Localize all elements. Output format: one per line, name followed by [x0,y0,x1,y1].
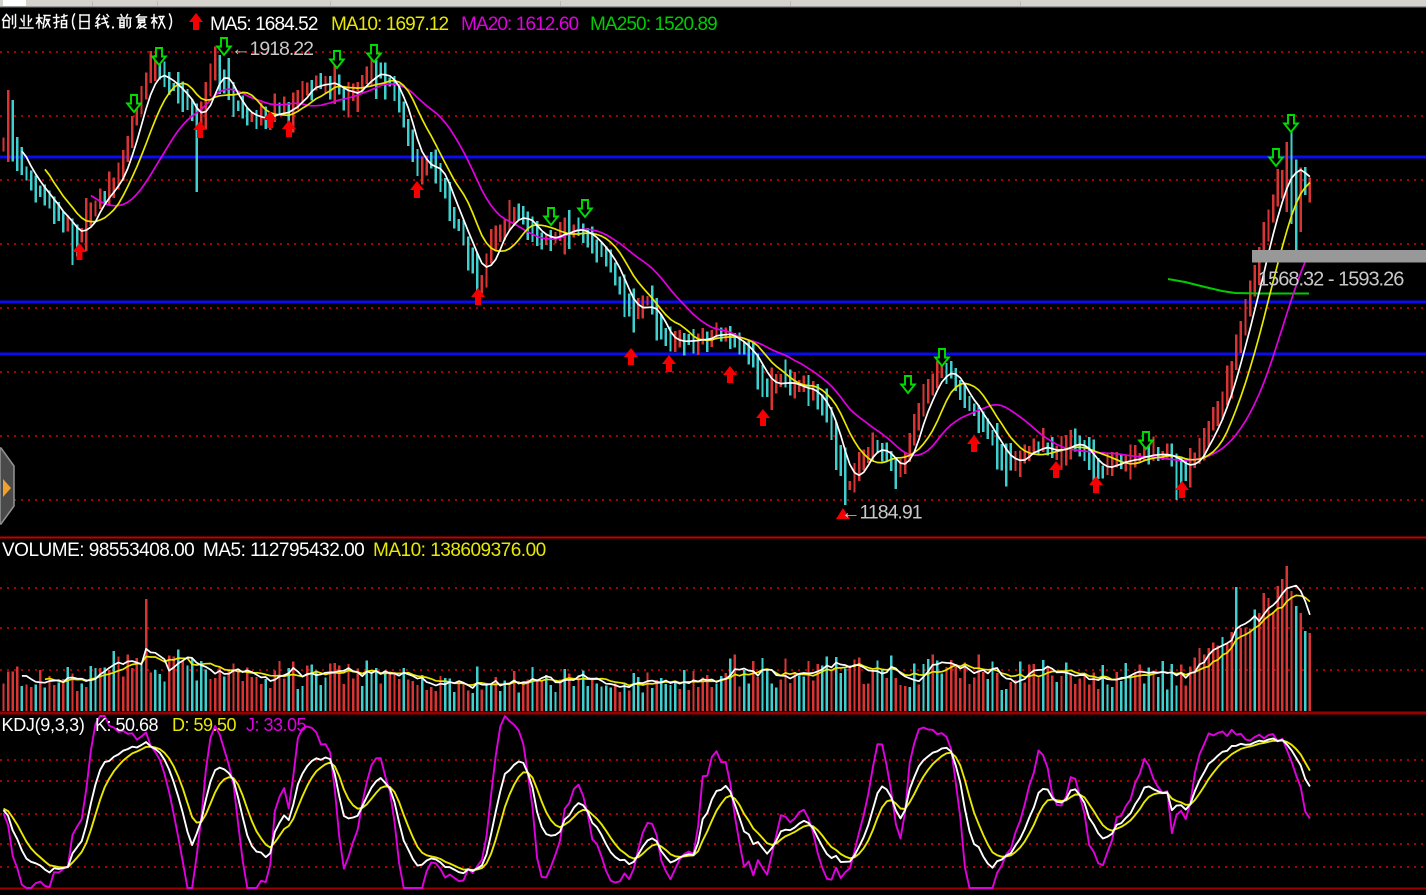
svg-text:D: 59.50: D: 59.50 [172,715,237,735]
svg-text:MA10: 138609376.00: MA10: 138609376.00 [373,540,546,561]
svg-text:J: 33.05: J: 33.05 [246,715,307,735]
svg-text:←1184.91: ←1184.91 [841,502,922,524]
svg-text:1568.32 - 1593.26: 1568.32 - 1593.26 [1258,269,1404,291]
svg-text:←1918.22: ←1918.22 [231,38,313,60]
svg-text:MA250: 1520.89: MA250: 1520.89 [590,14,717,35]
svg-text:MA5: 112795432.00: MA5: 112795432.00 [203,540,364,561]
svg-text:VOLUME: 98553408.00: VOLUME: 98553408.00 [2,540,194,561]
svg-text:MA5: 1684.52: MA5: 1684.52 [210,14,318,35]
svg-text:MA10: 1697.12: MA10: 1697.12 [331,14,449,35]
svg-text:K: 50.68: K: 50.68 [95,715,159,735]
svg-text:KDJ(9,3,3): KDJ(9,3,3) [2,715,85,735]
svg-text:MA20: 1612.60: MA20: 1612.60 [461,14,579,35]
